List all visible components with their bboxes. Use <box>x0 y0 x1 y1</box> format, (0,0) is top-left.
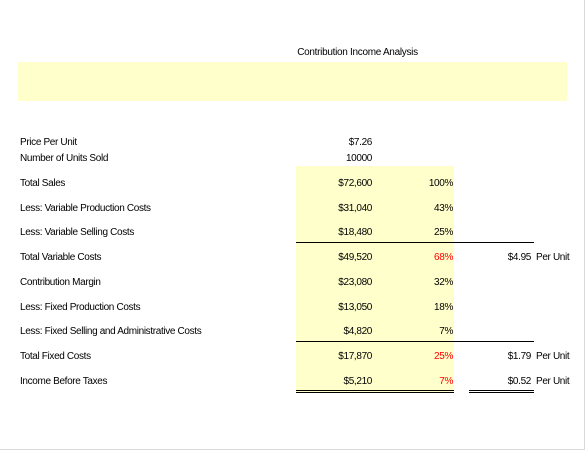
rule-income-double-2 <box>296 392 454 393</box>
input-value-price[interactable]: $7.26 <box>348 137 373 148</box>
row-amount[interactable]: $23,080 <box>338 277 372 288</box>
row-percent[interactable]: 7% <box>439 376 453 387</box>
row-amount[interactable]: $49,520 <box>338 252 372 263</box>
row-label: Less: Fixed Production Costs <box>20 302 141 313</box>
row-label: Contribution Margin <box>20 277 101 288</box>
row-amount[interactable]: $5,210 <box>343 376 373 387</box>
input-label-units: Number of Units Sold <box>20 153 109 164</box>
row-amount[interactable]: $31,040 <box>338 203 372 214</box>
row-percent[interactable]: 18% <box>434 302 453 313</box>
row-label: Less: Fixed Selling and Administrative C… <box>20 326 202 337</box>
rule-fixed-total-top <box>296 341 534 342</box>
row-label: Less: Variable Selling Costs <box>20 227 134 238</box>
percent-column-fill <box>374 166 454 393</box>
row-label: Total Variable Costs <box>20 252 102 263</box>
row-label: Income Before Taxes <box>20 376 108 387</box>
row-per-unit[interactable]: $1.79 <box>507 351 532 362</box>
input-value-units[interactable]: 10000 <box>345 153 372 164</box>
row-label: Less: Variable Production Costs <box>20 203 151 214</box>
row-percent[interactable]: 100% <box>428 178 454 189</box>
sheet-title: Contribution Income Analysis <box>297 47 418 58</box>
row-per-unit-label: Per Unit <box>536 252 570 263</box>
row-label: Total Fixed Costs <box>20 351 91 362</box>
row-percent[interactable]: 43% <box>434 203 453 214</box>
row-per-unit-label: Per Unit <box>536 351 570 362</box>
row-per-unit-label: Per Unit <box>536 376 570 387</box>
row-amount[interactable]: $13,050 <box>338 302 372 313</box>
row-percent[interactable]: 7% <box>439 326 453 337</box>
rule-per-unit-double-1 <box>469 390 534 391</box>
row-per-unit[interactable]: $0.52 <box>507 376 532 387</box>
amount-column-fill <box>296 166 374 393</box>
rule-per-unit-double-2 <box>469 392 534 393</box>
row-amount[interactable]: $18,480 <box>338 227 372 238</box>
row-percent[interactable]: 32% <box>434 277 453 288</box>
row-amount[interactable]: $17,870 <box>338 351 372 362</box>
rule-variable-total-top <box>296 242 534 243</box>
row-amount[interactable]: $4,820 <box>343 326 373 337</box>
rule-income-double-1 <box>296 390 454 391</box>
row-percent[interactable]: 25% <box>434 351 453 362</box>
row-per-unit[interactable]: $4.95 <box>507 252 532 263</box>
row-amount[interactable]: $72,600 <box>338 178 372 189</box>
row-percent[interactable]: 25% <box>434 227 453 238</box>
row-label: Total Sales <box>20 178 66 189</box>
row-percent[interactable]: 68% <box>434 252 453 263</box>
header-banner <box>18 62 567 101</box>
input-label-price: Price Per Unit <box>20 137 77 148</box>
